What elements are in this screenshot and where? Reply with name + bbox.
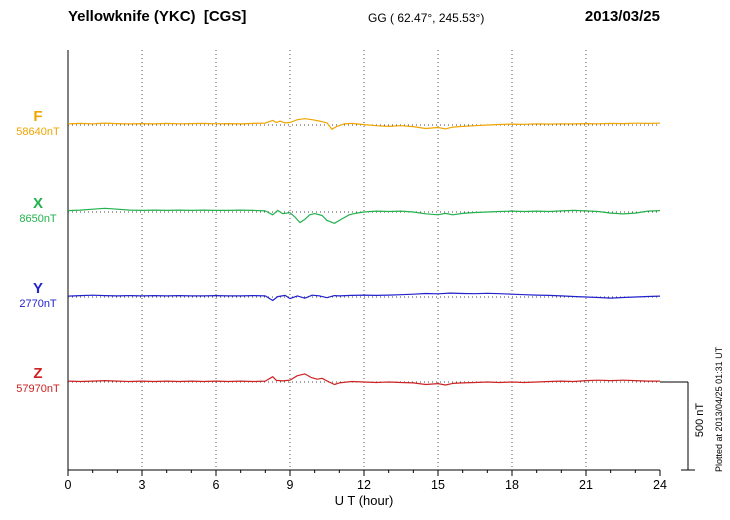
x-tick-label: 21 — [579, 478, 593, 492]
series-baseline-value-Y: 2770nT — [19, 297, 57, 310]
x-tick-label: 0 — [65, 478, 72, 492]
plotted-at-note: Plotted at 2013/04/25 01:31 UT — [714, 346, 724, 472]
series-baseline-value-Z: 57970nT — [16, 382, 60, 395]
series-label-F: F 58640nT — [12, 109, 64, 138]
trace-F — [67, 118, 661, 130]
x-tick-label: 24 — [653, 478, 667, 492]
station-title: Yellowknife (YKC) [CGS] — [68, 8, 247, 25]
series-letter-Z: Z — [33, 365, 43, 382]
series-label-Z: Z 57970nT — [12, 366, 64, 395]
x-tick-label: 15 — [431, 478, 445, 492]
trace-X — [67, 207, 661, 224]
series-baseline-value-F: 58640nT — [16, 125, 60, 138]
x-axis-title: U T (hour) — [334, 493, 394, 508]
series-letter-X: X — [32, 195, 43, 212]
series-baseline-value-X: 8650nT — [19, 212, 57, 225]
x-tick-label: 6 — [213, 478, 220, 492]
date-label: 2013/03/25 — [584, 8, 660, 25]
x-tick-label: 3 — [139, 478, 146, 492]
series-label-Y: Y 2770nT — [12, 281, 64, 310]
series-letter-Y: Y — [32, 280, 43, 297]
trace-Z — [67, 373, 660, 386]
series-letter-F: F — [33, 108, 43, 125]
x-tick-label: 9 — [287, 478, 294, 492]
series-label-X: X 8650nT — [12, 196, 64, 225]
geographic-coords-label: GG ( 62.47°, 245.53°) — [368, 11, 485, 25]
scale-bar-label: 500 nT — [694, 402, 706, 438]
x-tick-label: 18 — [505, 478, 519, 492]
x-tick-label: 12 — [357, 478, 371, 492]
trace-Y — [67, 292, 661, 302]
